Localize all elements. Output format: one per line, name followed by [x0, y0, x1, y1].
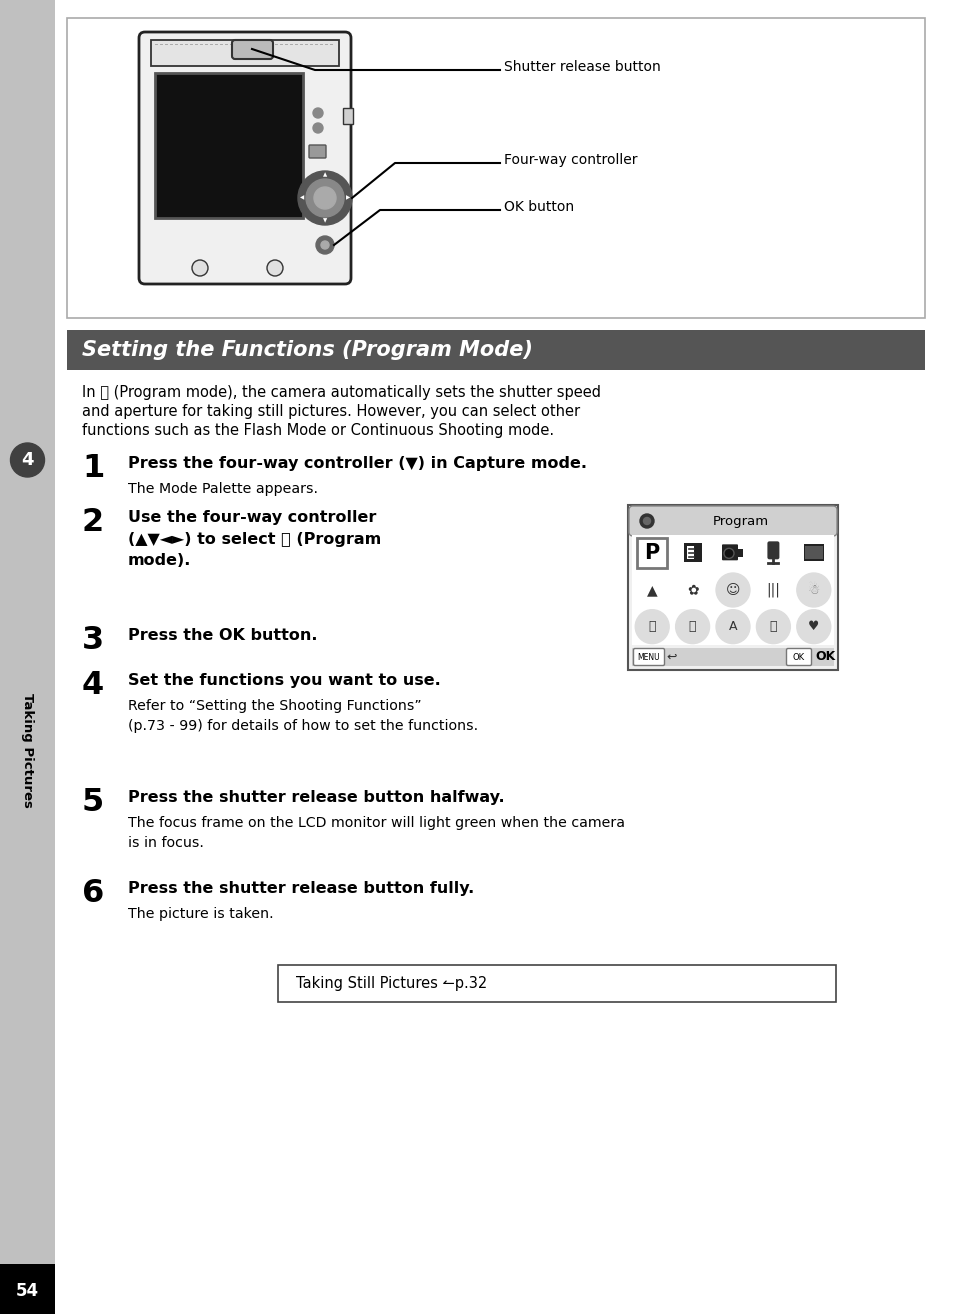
- Circle shape: [192, 260, 208, 276]
- Circle shape: [756, 610, 789, 644]
- Circle shape: [306, 179, 344, 217]
- Bar: [0, 1264, 55, 1314]
- Text: MENU: MENU: [637, 653, 659, 661]
- Text: Press the OK button.: Press the OK button.: [128, 628, 317, 643]
- Bar: [810, 547, 816, 560]
- Text: Setting the Functions (Program Mode): Setting the Functions (Program Mode): [82, 340, 533, 360]
- Text: 5: 5: [82, 787, 104, 819]
- Bar: [627, 505, 837, 670]
- Text: The focus frame on the LCD monitor will light green when the camera
is in focus.: The focus frame on the LCD monitor will …: [128, 816, 624, 850]
- FancyBboxPatch shape: [309, 145, 326, 158]
- Text: ♥: ♥: [807, 620, 819, 633]
- Text: Press the shutter release button halfway.: Press the shutter release button halfway…: [128, 790, 504, 805]
- Text: 🐕: 🐕: [688, 620, 696, 633]
- Circle shape: [297, 171, 352, 225]
- Circle shape: [675, 610, 709, 644]
- Text: 6: 6: [82, 878, 104, 909]
- Circle shape: [716, 610, 749, 644]
- Text: Shutter release button: Shutter release button: [503, 60, 660, 74]
- Text: Press the shutter release button fully.: Press the shutter release button fully.: [128, 880, 474, 896]
- Bar: [67, 18, 924, 318]
- FancyBboxPatch shape: [628, 506, 836, 536]
- Bar: [816, 547, 821, 560]
- Text: Program: Program: [712, 515, 768, 527]
- Text: 54: 54: [16, 1282, 39, 1300]
- Text: 4: 4: [21, 451, 33, 469]
- Text: Press the four-way controller (▼) in Capture mode.: Press the four-way controller (▼) in Cap…: [128, 456, 586, 470]
- FancyBboxPatch shape: [232, 39, 273, 59]
- Text: and aperture for taking still pictures. However, you can select other: and aperture for taking still pictures. …: [82, 403, 579, 419]
- Circle shape: [315, 237, 334, 254]
- Bar: [277, 964, 835, 1003]
- Text: Use the four-way controller
(▲▼◄►) to select ⓟ (Program
mode).: Use the four-way controller (▲▼◄►) to se…: [128, 510, 381, 568]
- Circle shape: [639, 514, 654, 528]
- Text: Taking Still Pictures ↼p.32: Taking Still Pictures ↼p.32: [295, 976, 487, 991]
- FancyBboxPatch shape: [633, 649, 664, 665]
- Text: 3: 3: [82, 625, 104, 656]
- Text: ☃: ☃: [806, 583, 820, 597]
- Text: ◀: ◀: [299, 196, 304, 201]
- Bar: [738, 549, 742, 557]
- Bar: [631, 535, 833, 645]
- Bar: [631, 648, 833, 666]
- Bar: [686, 547, 693, 560]
- Circle shape: [10, 443, 45, 477]
- Text: ▲: ▲: [322, 172, 327, 177]
- FancyBboxPatch shape: [139, 32, 351, 284]
- Text: OK: OK: [792, 653, 804, 661]
- Circle shape: [314, 187, 335, 209]
- Text: P: P: [644, 543, 659, 564]
- Text: ☺: ☺: [725, 583, 740, 597]
- Circle shape: [320, 240, 329, 248]
- Text: 2: 2: [82, 507, 104, 537]
- Text: ▼: ▼: [322, 218, 327, 223]
- Text: OK: OK: [815, 650, 835, 664]
- Text: ↩: ↩: [666, 650, 677, 664]
- Circle shape: [313, 124, 323, 133]
- Bar: [637, 539, 666, 569]
- Text: Set the functions you want to use.: Set the functions you want to use.: [128, 673, 440, 689]
- FancyBboxPatch shape: [785, 649, 811, 665]
- Text: OK button: OK button: [503, 200, 574, 214]
- Circle shape: [796, 610, 830, 644]
- Bar: [803, 544, 811, 561]
- Bar: [809, 544, 817, 561]
- Text: The Mode Palette appears.: The Mode Palette appears.: [128, 482, 317, 495]
- Circle shape: [796, 573, 830, 607]
- Circle shape: [723, 548, 733, 558]
- Text: 🍴: 🍴: [769, 620, 777, 633]
- Bar: [683, 543, 700, 562]
- Bar: [0, 0, 55, 1264]
- Circle shape: [716, 573, 749, 607]
- Bar: [343, 108, 353, 124]
- Text: |||: |||: [765, 582, 780, 598]
- Text: The picture is taken.: The picture is taken.: [128, 907, 274, 921]
- Text: 1: 1: [82, 453, 104, 484]
- Text: Taking Pictures: Taking Pictures: [21, 692, 34, 807]
- Text: Four-way controller: Four-way controller: [503, 152, 637, 167]
- Text: 🏃: 🏃: [648, 620, 656, 633]
- Text: ✿: ✿: [686, 583, 698, 597]
- FancyBboxPatch shape: [766, 541, 779, 560]
- Circle shape: [267, 260, 283, 276]
- Circle shape: [643, 518, 650, 524]
- Text: Refer to “Setting the Shooting Functions”
(p.73 - 99) for details of how to set : Refer to “Setting the Shooting Functions…: [128, 699, 477, 733]
- Bar: [804, 547, 810, 560]
- Bar: [154, 74, 303, 218]
- FancyBboxPatch shape: [721, 544, 738, 560]
- Bar: [815, 544, 823, 561]
- Bar: [67, 330, 924, 371]
- Circle shape: [313, 108, 323, 118]
- Text: ▲: ▲: [646, 583, 657, 597]
- Text: functions such as the Flash Mode or Continuous Shooting mode.: functions such as the Flash Mode or Cont…: [82, 423, 554, 438]
- Text: 4: 4: [82, 670, 104, 700]
- Text: In ⓟ (Program mode), the camera automatically sets the shutter speed: In ⓟ (Program mode), the camera automati…: [82, 385, 600, 399]
- Bar: [151, 39, 338, 66]
- Circle shape: [635, 610, 668, 644]
- Text: ▶: ▶: [346, 196, 350, 201]
- Text: A: A: [728, 620, 737, 633]
